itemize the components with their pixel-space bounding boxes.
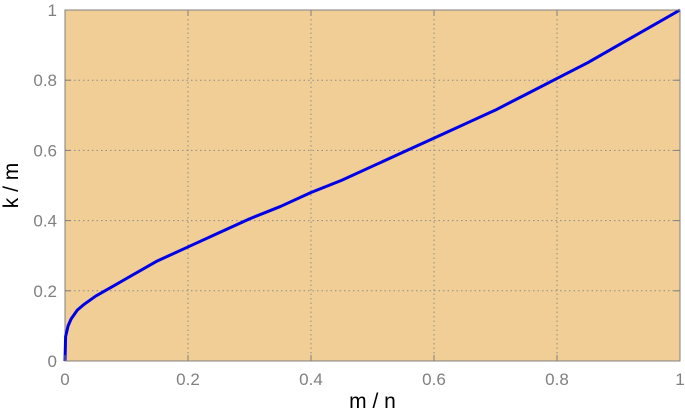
y-axis-label: k / m (0, 163, 23, 209)
y-tick-label: 0 (48, 352, 57, 371)
y-tick-label: 0.6 (33, 141, 57, 160)
x-tick-label: 0.2 (176, 370, 200, 389)
plot-frame (64, 9, 681, 362)
horizontal-gridlines (65, 79, 680, 292)
y-tick-label: 1 (48, 1, 57, 20)
vertical-gridlines (187, 10, 558, 361)
x-axis-ticks: 0 0.2 0.4 0.6 0.8 1 (60, 10, 685, 389)
y-axis-ticks: 0 0.2 0.4 0.6 0.8 1 (33, 1, 680, 371)
series-line (63, 8, 681, 362)
x-tick-label: 0.4 (299, 370, 323, 389)
x-tick-label: 0.8 (545, 370, 569, 389)
y-tick-label: 0.4 (33, 212, 57, 231)
y-tick-label: 0.2 (33, 282, 57, 301)
x-tick-label: 0 (60, 370, 69, 389)
y-tick-label: 0.8 (33, 71, 57, 90)
x-axis-label: m / n (349, 390, 396, 413)
x-tick-label: 0.6 (422, 370, 446, 389)
x-tick-label: 1 (675, 370, 684, 389)
